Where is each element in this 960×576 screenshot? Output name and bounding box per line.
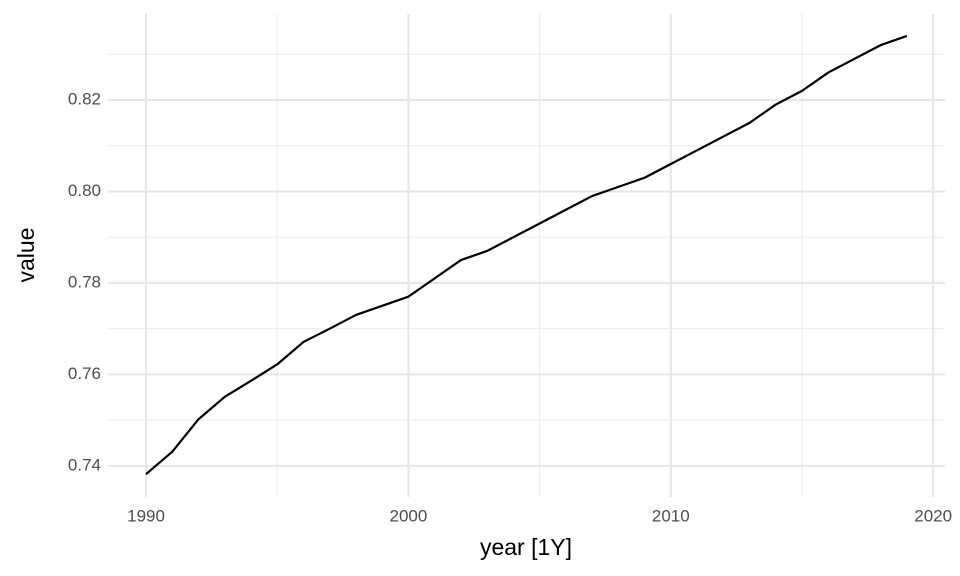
y-axis-title: value: [13, 228, 39, 283]
y-tick-label: 0.76: [68, 364, 101, 383]
x-axis-title: year [1Y]: [480, 534, 572, 560]
data-line: [145, 34, 908, 475]
y-tick-label: 0.82: [68, 89, 101, 108]
x-tick-label: 2010: [652, 506, 690, 525]
y-tick-label: 0.74: [68, 455, 101, 474]
x-tick-label: 2020: [914, 506, 952, 525]
y-tick-label: 0.78: [68, 272, 101, 291]
y-tick-label: 0.80: [68, 181, 101, 200]
x-tick-label: 1990: [127, 506, 165, 525]
x-tick-label: 2000: [390, 506, 428, 525]
